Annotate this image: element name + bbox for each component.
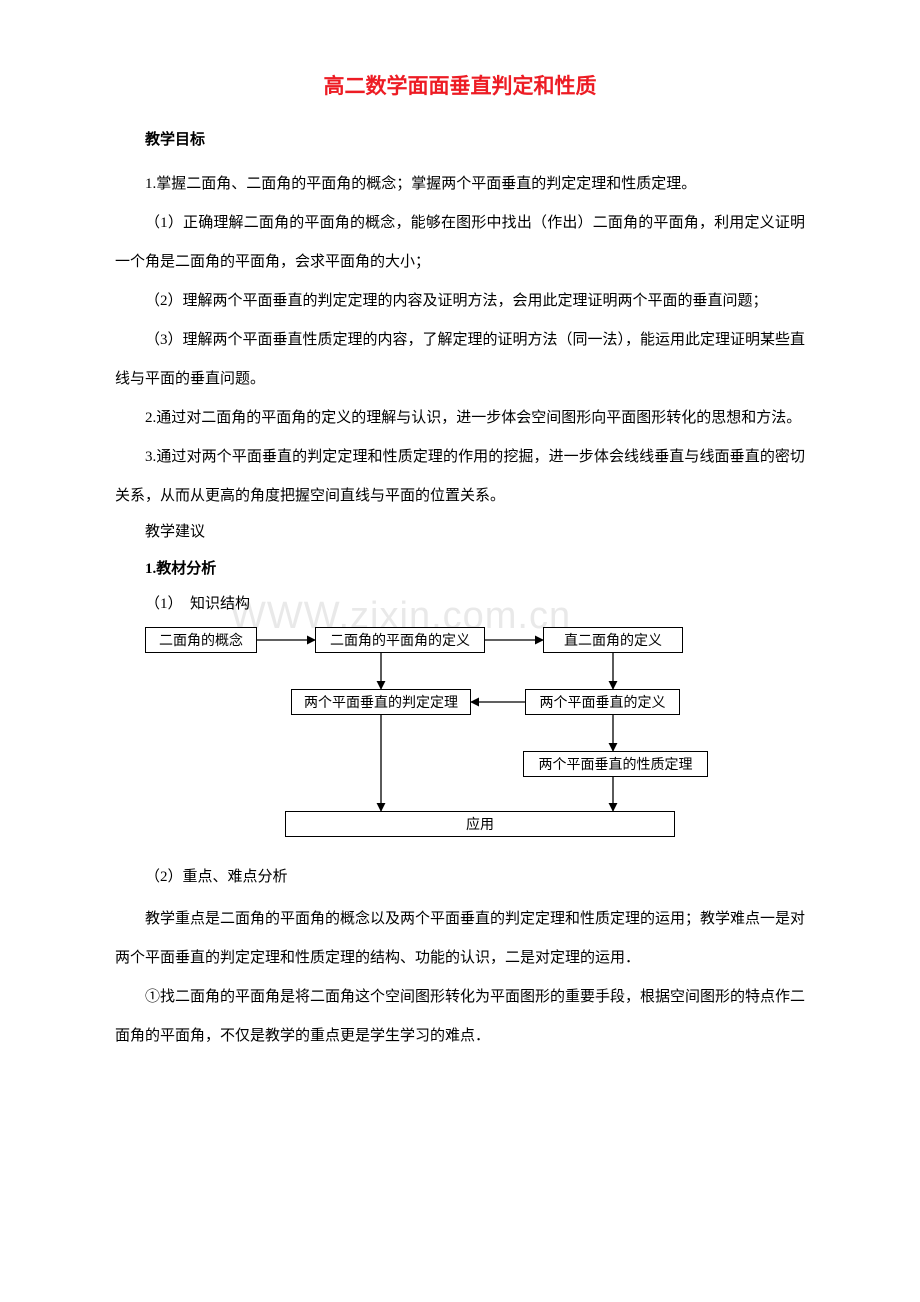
flowchart-node: 两个平面垂直的定义: [525, 689, 680, 715]
flowchart-node: 二面角的平面角的定义: [315, 627, 485, 653]
paragraph: 教学重点是二面角的平面角的概念以及两个平面垂直的判定定理和性质定理的运用；教学难…: [115, 900, 805, 978]
flowchart-node: 两个平面垂直的判定定理: [291, 689, 471, 715]
document-body: 高二数学面面垂直判定和性质 教学目标 1.掌握二面角、二面角的平面角的概念；掌握…: [115, 70, 805, 1056]
heading-analysis: 1.教材分析: [115, 557, 805, 578]
subheading-structure: （1） 知识结构: [115, 592, 805, 613]
paragraph: ①找二面角的平面角是将二面角这个空间图形转化为平面图形的重要手段，根据空间图形的…: [115, 978, 805, 1056]
flowchart-node: 直二面角的定义: [543, 627, 683, 653]
heading-goal: 教学目标: [115, 128, 805, 149]
knowledge-structure-flowchart: 二面角的概念二面角的平面角的定义直二面角的定义两个平面垂直的判定定理两个平面垂直…: [145, 627, 825, 847]
paragraph: 1.掌握二面角、二面角的平面角的概念；掌握两个平面垂直的判定定理和性质定理。: [115, 165, 805, 204]
heading-advice: 教学建议: [115, 516, 805, 549]
page-title: 高二数学面面垂直判定和性质: [115, 70, 805, 100]
flowchart-node: 两个平面垂直的性质定理: [523, 751, 708, 777]
paragraph: 3.通过对两个平面垂直的判定定理和性质定理的作用的挖掘，进一步体会线线垂直与线面…: [115, 438, 805, 516]
paragraph: 2.通过对二面角的平面角的定义的理解与认识，进一步体会空间图形向平面图形转化的思…: [115, 399, 805, 438]
paragraph: （2）理解两个平面垂直的判定定理的内容及证明方法，会用此定理证明两个平面的垂直问…: [115, 282, 805, 321]
flowchart-node: 二面角的概念: [145, 627, 257, 653]
paragraph: （1）正确理解二面角的平面角的概念，能够在图形中找出（作出）二面角的平面角，利用…: [115, 204, 805, 282]
paragraph: （3）理解两个平面垂直性质定理的内容，了解定理的证明方法（同一法），能运用此定理…: [115, 321, 805, 399]
subheading-keypoints: （2）重点、难点分析: [115, 865, 805, 886]
flowchart-node: 应用: [285, 811, 675, 837]
